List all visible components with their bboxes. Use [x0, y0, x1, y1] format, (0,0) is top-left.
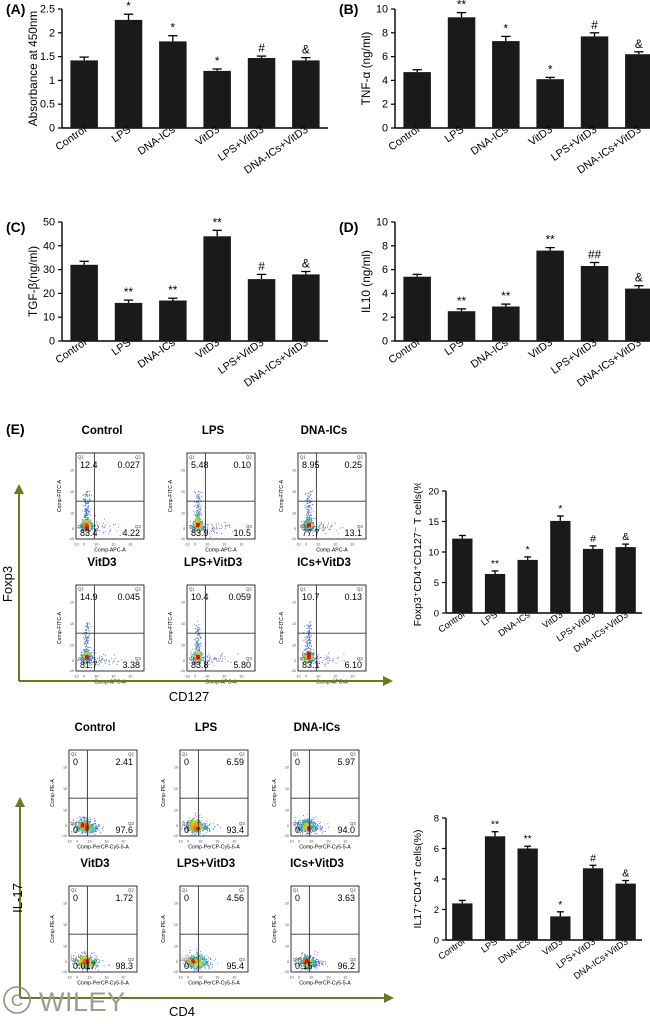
svg-text:0: 0: [434, 609, 439, 620]
svg-text:*: *: [558, 503, 562, 515]
svg-text:##: ##: [588, 248, 602, 262]
svg-text:**: **: [457, 0, 467, 12]
svg-text:**: **: [491, 558, 499, 570]
svg-text:#: #: [591, 18, 598, 32]
svg-text:&: &: [635, 37, 643, 51]
svg-text:**: **: [457, 294, 467, 308]
svg-text:5: 5: [434, 578, 439, 589]
svg-text:**: **: [501, 289, 511, 303]
svg-text:&: &: [622, 531, 629, 543]
svg-text:10: 10: [428, 548, 439, 559]
svg-text:*: *: [504, 21, 509, 35]
svg-text:*: *: [526, 544, 530, 556]
svg-text:Foxp3⁺CD4⁺CD127⁻ T cells(%): Foxp3⁺CD4⁺CD127⁻ T cells(%): [413, 483, 424, 626]
svg-text:&: &: [635, 271, 643, 285]
svg-text:**: **: [546, 233, 556, 247]
svg-text:15: 15: [428, 517, 439, 528]
svg-text:20: 20: [428, 487, 439, 498]
svg-text:#: #: [590, 533, 596, 545]
svg-text:*: *: [548, 62, 553, 76]
